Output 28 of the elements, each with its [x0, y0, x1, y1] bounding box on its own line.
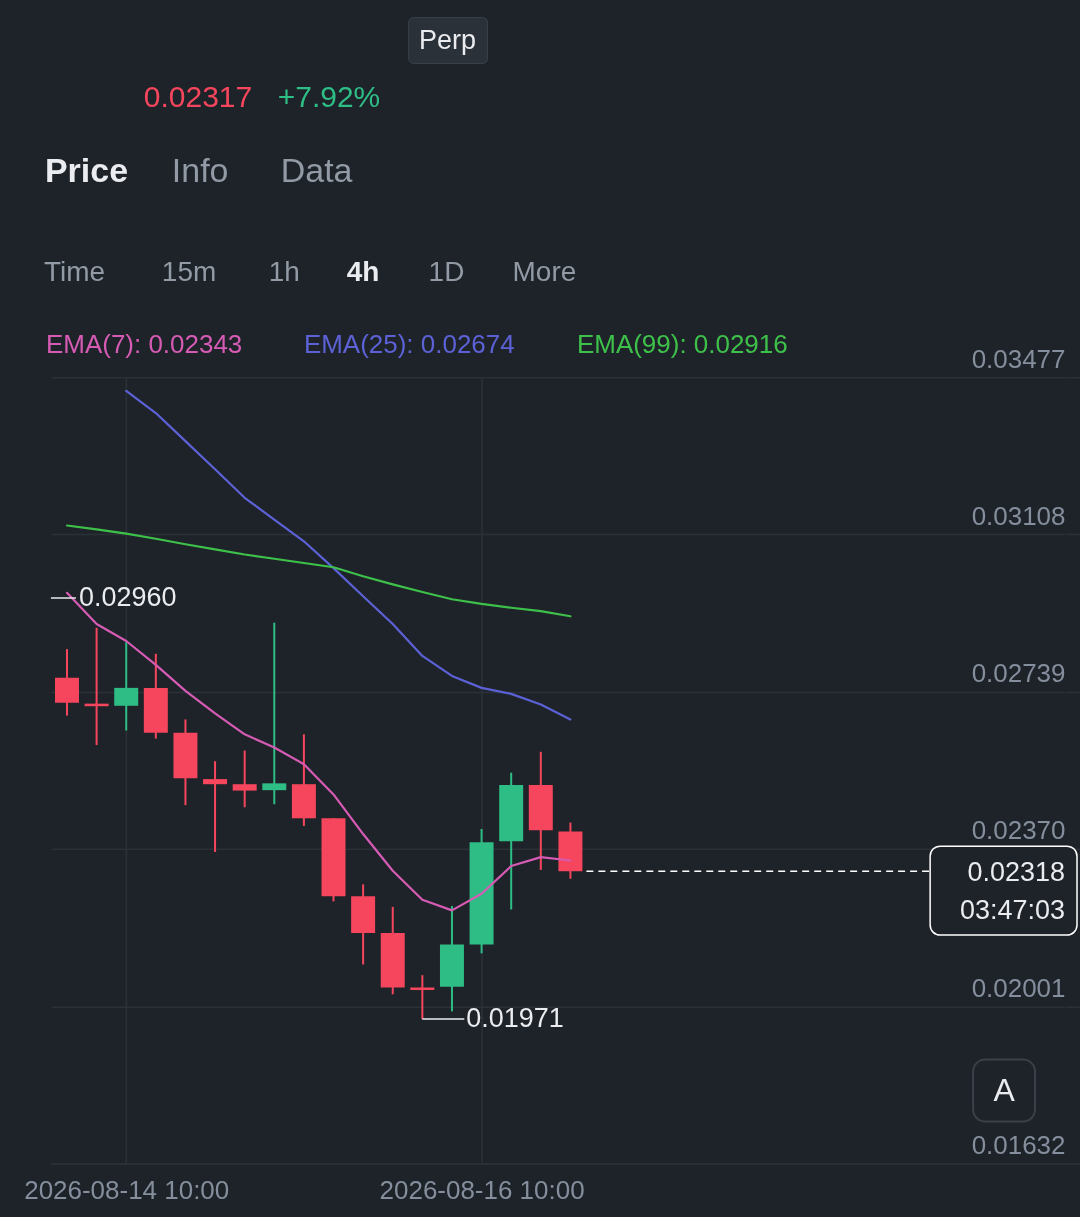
- annotation: 0.01971: [466, 1003, 564, 1034]
- text: EMA(99): 0.02916: [576, 329, 788, 360]
- ref-line-label: 0.02318: [967, 857, 1066, 888]
- text: Info: [171, 151, 229, 190]
- annotation: 03:47:03: [960, 895, 1066, 926]
- text: Price: [44, 151, 129, 190]
- x-tick-label: 2026-08-16 10:00: [379, 1174, 585, 1205]
- text: 1D: [428, 256, 465, 288]
- text: EMA(25): 0.02674: [303, 329, 515, 360]
- annotation: A: [993, 1071, 1016, 1108]
- y-tick-label: 0.03477: [971, 343, 1066, 374]
- text: 15m: [161, 256, 217, 288]
- text: 4h: [346, 256, 380, 288]
- chart-title: Perp: [419, 24, 477, 55]
- x-tick-label: 2026-08-14 10:00: [24, 1174, 230, 1205]
- text: +7.92%: [277, 80, 381, 114]
- y-tick-label: 0.02370: [971, 815, 1066, 846]
- text: Data: [280, 151, 353, 190]
- annotation: 0.02960: [78, 582, 177, 612]
- text: 0.02317: [143, 80, 253, 114]
- text: Time: [43, 256, 106, 288]
- text: EMA(7): 0.02343: [45, 329, 243, 360]
- y-tick-label: 0.02001: [971, 972, 1066, 1003]
- y-tick-label: 0.02739: [971, 658, 1066, 689]
- y-tick-label: 0.03108: [971, 500, 1066, 531]
- text: More: [512, 256, 577, 288]
- y-tick-label: 0.01632: [971, 1129, 1066, 1160]
- text: 1h: [268, 256, 300, 288]
